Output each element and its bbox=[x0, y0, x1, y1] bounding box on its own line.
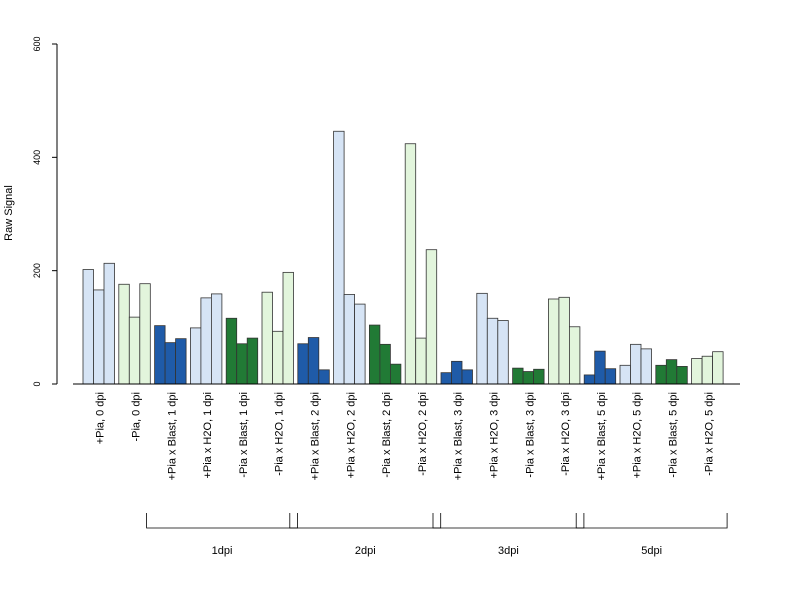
bar bbox=[236, 343, 248, 385]
x-tick-label: -Pia x Blast, 2 dpi bbox=[381, 392, 393, 478]
bar bbox=[368, 324, 381, 385]
bar bbox=[103, 262, 115, 385]
bar bbox=[261, 291, 273, 385]
bar bbox=[497, 320, 509, 385]
bar bbox=[451, 360, 463, 385]
bar bbox=[389, 363, 402, 385]
bar bbox=[425, 249, 438, 385]
bar bbox=[379, 343, 391, 385]
group-bracket bbox=[146, 513, 298, 529]
group-label: 2dpi bbox=[355, 545, 376, 557]
bar bbox=[307, 337, 320, 385]
bar bbox=[282, 271, 294, 385]
bar bbox=[701, 355, 713, 385]
y-tick-label: 600 bbox=[32, 36, 42, 51]
x-tick-label: +Pia, 0 dpi bbox=[95, 392, 107, 444]
y-axis-label: Raw Signal bbox=[3, 185, 15, 241]
x-tick-label: -Pia x H2O, 2 dpi bbox=[417, 392, 429, 476]
bar bbox=[440, 372, 452, 385]
x-tick-label: +Pia x Blast, 2 dpi bbox=[309, 392, 321, 480]
bar bbox=[691, 358, 703, 385]
bar bbox=[404, 143, 417, 385]
x-tick-label: -Pia x Blast, 5 dpi bbox=[667, 392, 679, 478]
bar bbox=[512, 367, 524, 385]
bar bbox=[676, 366, 688, 385]
bar bbox=[604, 368, 617, 385]
y-tick-label: 200 bbox=[32, 263, 42, 278]
x-tick-label: -Pia x Blast, 3 dpi bbox=[524, 392, 536, 478]
bar bbox=[569, 326, 581, 385]
bar bbox=[548, 298, 560, 385]
x-tick-label: +Pia x H2O, 1 dpi bbox=[202, 392, 214, 479]
bars bbox=[82, 130, 724, 385]
bar bbox=[139, 283, 151, 385]
group-brackets: 1dpi 2dpi 3dpi 5dpi bbox=[146, 513, 728, 557]
bar bbox=[655, 364, 667, 385]
bar bbox=[82, 269, 94, 385]
bar bbox=[333, 130, 345, 385]
bar bbox=[200, 297, 212, 385]
group-label: 5dpi bbox=[641, 545, 662, 557]
y-axis: 0 200 400 600 bbox=[32, 36, 58, 387]
bar bbox=[619, 364, 631, 385]
bar bbox=[583, 374, 596, 385]
bar bbox=[318, 369, 330, 385]
group-label: 1dpi bbox=[212, 545, 233, 557]
x-tick-label: -Pia x H2O, 5 dpi bbox=[703, 392, 715, 476]
bar bbox=[354, 303, 366, 385]
bar bbox=[118, 283, 130, 385]
bar bbox=[712, 351, 724, 385]
x-tick-label: +Pia x Blast, 5 dpi bbox=[596, 392, 608, 480]
bar bbox=[665, 359, 678, 385]
group-bracket bbox=[432, 513, 585, 529]
x-tick-label: -Pia, 0 dpi bbox=[130, 392, 142, 442]
bar bbox=[533, 368, 545, 385]
group-bracket bbox=[575, 513, 728, 529]
bar bbox=[476, 292, 488, 385]
bar bbox=[128, 316, 141, 385]
bar bbox=[486, 317, 499, 385]
x-tick-label: -Pia x Blast, 1 dpi bbox=[238, 392, 250, 478]
bar bbox=[343, 294, 356, 385]
bar bbox=[415, 337, 427, 385]
bar bbox=[246, 337, 259, 385]
bar bbox=[93, 289, 105, 385]
x-tick-label: +Pia x Blast, 3 dpi bbox=[453, 392, 465, 480]
x-tick-labels: +Pia, 0 dpi -Pia, 0 dpi +Pia x Blast, 1 dp… bbox=[95, 392, 716, 480]
x-tick-label: +Pia x H2O, 3 dpi bbox=[488, 392, 500, 479]
group-bracket bbox=[289, 513, 442, 529]
bar bbox=[461, 369, 473, 385]
bar bbox=[558, 296, 570, 385]
bar bbox=[225, 317, 238, 385]
x-tick-label: +Pia x H2O, 2 dpi bbox=[345, 392, 357, 479]
x-tick-label: +Pia x H2O, 5 dpi bbox=[632, 392, 644, 479]
bar bbox=[154, 325, 166, 385]
bar bbox=[164, 342, 177, 385]
bar bbox=[630, 343, 642, 385]
bar bbox=[522, 371, 534, 385]
y-tick-label: 0 bbox=[32, 381, 42, 386]
bar bbox=[189, 327, 202, 385]
bar bbox=[640, 348, 652, 385]
x-tick-label: -Pia x H2O, 1 dpi bbox=[274, 392, 286, 476]
bar bbox=[272, 330, 284, 385]
bar bbox=[297, 343, 309, 385]
bar bbox=[210, 293, 223, 385]
y-tick-label: 400 bbox=[32, 150, 42, 165]
x-tick-label: -Pia x H2O, 3 dpi bbox=[560, 392, 572, 476]
bar bbox=[175, 338, 187, 385]
bar bbox=[594, 350, 606, 385]
x-tick-label: +Pia x Blast, 1 dpi bbox=[166, 392, 178, 480]
group-label: 3dpi bbox=[498, 545, 519, 557]
